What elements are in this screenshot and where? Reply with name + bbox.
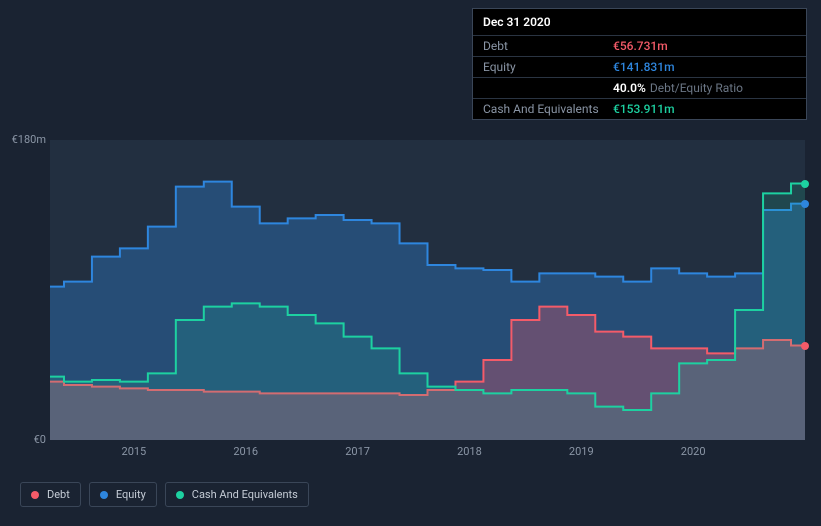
series-end-marker — [801, 342, 809, 350]
legend-dot-icon — [100, 491, 108, 499]
legend-label: Cash And Equivalents — [192, 488, 298, 501]
tooltip-label: Equity — [483, 60, 613, 74]
x-axis-label: 2020 — [681, 445, 706, 458]
y-axis-label: €0 — [34, 433, 46, 446]
tooltip-date: Dec 31 2020 — [473, 9, 806, 36]
chart-svg — [50, 140, 805, 440]
x-axis-label: 2017 — [345, 445, 370, 458]
legend-item[interactable]: Debt — [20, 482, 81, 507]
plot-area — [50, 140, 805, 440]
tooltip-row: Equity€141.831m — [473, 57, 806, 78]
tooltip-value: €153.911m — [613, 102, 675, 116]
legend-label: Debt — [47, 488, 70, 501]
y-axis-label: €180m — [12, 133, 46, 146]
x-axis-label: 2015 — [122, 445, 147, 458]
tooltip-label: Cash And Equivalents — [483, 102, 613, 116]
legend-dot-icon — [31, 491, 39, 499]
legend-dot-icon — [176, 491, 184, 499]
legend-item[interactable]: Cash And Equivalents — [165, 482, 309, 507]
tooltip-ratio: 40.0%Debt/Equity Ratio — [613, 81, 743, 95]
tooltip-value: €56.731m — [613, 39, 668, 53]
x-axis-label: 2018 — [457, 445, 482, 458]
chart-legend: Debt Equity Cash And Equivalents — [20, 482, 309, 507]
tooltip-label: Debt — [483, 39, 613, 53]
tooltip-row: Debt€56.731m — [473, 36, 806, 57]
tooltip-row: Cash And Equivalents€153.911m — [473, 99, 806, 119]
legend-label: Equity — [116, 488, 146, 501]
x-axis-label: 2016 — [233, 445, 258, 458]
series-end-marker — [801, 200, 809, 208]
x-axis-label: 2019 — [569, 445, 594, 458]
series-end-marker — [801, 180, 809, 188]
tooltip-row: 40.0%Debt/Equity Ratio — [473, 78, 806, 99]
tooltip-value: €141.831m — [613, 60, 675, 74]
legend-item[interactable]: Equity — [89, 482, 157, 507]
debt-equity-chart: €180m €0 2015 2016 2017 2018 2019 2020 — [0, 120, 821, 480]
tooltip-label — [483, 81, 613, 95]
chart-tooltip: Dec 31 2020 Debt€56.731mEquity€141.831m4… — [472, 8, 807, 120]
